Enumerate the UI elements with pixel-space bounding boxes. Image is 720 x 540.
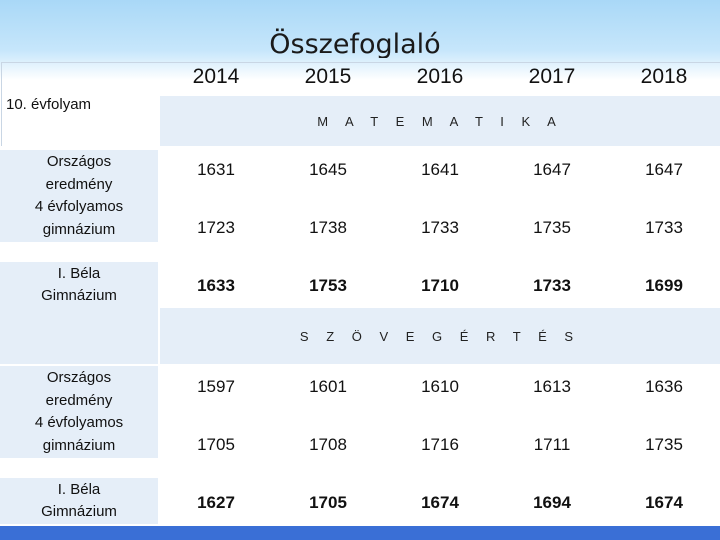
table-cell: 1647 (645, 160, 683, 179)
table-cell: 1735 (645, 435, 683, 454)
year-header: 2018 (640, 65, 688, 88)
table-cell: 1708 (309, 435, 347, 454)
table-cell: 1597 (197, 377, 235, 396)
table-row-gymnasium-reading: 1705 1708 1716 1711 1735 (160, 435, 720, 455)
table-cell: 1645 (309, 160, 347, 179)
table-cell: 1633 (197, 276, 235, 295)
table-cell: 1610 (421, 377, 459, 396)
table-cell: 1674 (421, 493, 459, 512)
header-frame (1, 62, 720, 146)
table-cell: 1733 (645, 218, 683, 237)
table-row-school-math: 1633 1753 1710 1733 1699 (160, 276, 720, 296)
section-spacer (0, 308, 158, 364)
year-header: 2017 (528, 65, 576, 88)
grade-label: 10. évfolyam (6, 96, 92, 113)
table-cell: 1705 (197, 435, 235, 454)
year-header-row: 2014 2015 2016 2017 2018 (160, 58, 720, 96)
row-label-school-reading: I. Béla Gimnázium (0, 478, 158, 524)
table-cell: 1735 (533, 218, 571, 237)
table-cell: 1641 (421, 160, 459, 179)
table-cell: 1753 (309, 276, 347, 295)
table-cell: 1733 (421, 218, 459, 237)
section-header-matematika: M A T E M A T I K A (160, 96, 720, 146)
year-header: 2015 (304, 65, 352, 88)
table-cell: 1723 (197, 218, 235, 237)
page-title: Összefoglaló (269, 29, 441, 58)
section-header-szovegertes: S Z Ö V E G É R T É S (160, 308, 720, 364)
table-cell: 1694 (533, 493, 571, 512)
row-label-school-math: I. Béla Gimnázium (0, 262, 158, 308)
table-cell: 1647 (533, 160, 571, 179)
year-header: 2016 (416, 65, 464, 88)
table-cell: 1631 (197, 160, 235, 179)
row-label-national-math: Országos eredmény 4 évfolyamos gimnázium (0, 150, 158, 242)
table-row-gymnasium-math: 1723 1738 1733 1735 1733 (160, 218, 720, 238)
table-cell: 1716 (421, 435, 459, 454)
row-label-national-reading: Országos eredmény 4 évfolyamos gimnázium (0, 366, 158, 458)
table-cell: 1627 (197, 493, 235, 512)
table-cell: 1711 (533, 435, 571, 454)
table-cell: 1674 (645, 493, 683, 512)
table-row-school-reading: 1627 1705 1674 1694 1674 (160, 493, 720, 513)
bottom-bar (0, 526, 720, 540)
year-header: 2014 (192, 65, 240, 88)
table-cell: 1699 (645, 276, 683, 295)
table-cell: 1613 (533, 377, 571, 396)
table-cell: 1601 (309, 377, 347, 396)
table-cell: 1738 (309, 218, 347, 237)
table-row-national-math: 1631 1645 1641 1647 1647 (160, 160, 720, 180)
table-cell: 1733 (533, 276, 571, 295)
table-row-national-reading: 1597 1601 1610 1613 1636 (160, 377, 720, 397)
table-cell: 1705 (309, 493, 347, 512)
table-cell: 1710 (421, 276, 459, 295)
table-cell: 1636 (645, 377, 683, 396)
